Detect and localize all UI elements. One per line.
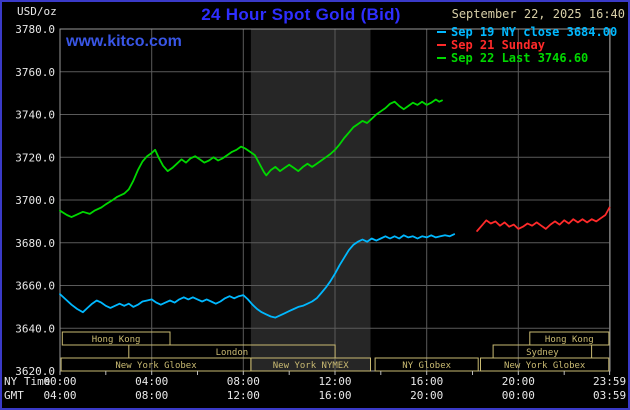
x-axis-tick-label-ny: 23:59 [593, 375, 626, 388]
x-axis-tick-label-gmt: 03:59 [593, 389, 626, 402]
x-axis-tick-label-ny: 16:00 [410, 375, 443, 388]
session-label: Hong Kong [545, 335, 594, 345]
legend-dash-icon [437, 30, 446, 33]
x-axis-tick-label-ny: 20:00 [502, 375, 535, 388]
y-axis-tick-label: 3780.0 [15, 23, 55, 36]
y-axis-unit-label: USD/oz [17, 5, 57, 18]
x-axis-tick-label-ny: 12:00 [318, 375, 351, 388]
session-box [61, 331, 171, 346]
session-label: NY Globex [402, 361, 451, 371]
x-axis-tick-label-ny: 00:00 [43, 375, 76, 388]
session-label: Hong Kong [92, 335, 141, 345]
gmt-axis-label: GMT [4, 389, 24, 402]
x-axis-tick-label-ny: 08:00 [227, 375, 260, 388]
y-axis-tick-label: 3620.0 [15, 365, 55, 378]
legend-dash-icon [437, 43, 446, 46]
legend-item: Sep 22 Last 3746.60 [437, 50, 617, 65]
x-axis-tick-label-ny: 04:00 [135, 375, 168, 388]
legend-dash-icon [437, 56, 446, 59]
y-axis-tick-label: 3700.0 [15, 194, 55, 207]
chart-title: 24 Hour Spot Gold (Bid) [201, 5, 401, 24]
y-axis-tick-label: 3720.0 [15, 151, 55, 164]
series-line-sep22 [59, 98, 443, 219]
series-line-sep21 [476, 206, 611, 232]
session-label: Sydney [526, 348, 559, 358]
legend-label: Sep 19 NY close 3684.00 [451, 24, 618, 39]
legend-label: Sep 22 Last 3746.60 [451, 50, 589, 65]
y-axis-tick-label: 3680.0 [15, 237, 55, 250]
ny-time-axis-label: NY Time [4, 375, 51, 388]
x-axis-tick-label-gmt: 16:00 [318, 389, 351, 402]
x-axis-tick-label-gmt: 04:00 [43, 389, 76, 402]
kitco-link[interactable]: www.kitco.com [66, 33, 182, 50]
series-line-sep19 [59, 233, 456, 319]
x-axis-tick-label-gmt: 12:00 [227, 389, 260, 402]
legend-item: Sep 21 Sunday [437, 37, 617, 52]
y-axis-tick-label: 3740.0 [15, 109, 55, 122]
x-axis-tick-label-gmt: 08:00 [135, 389, 168, 402]
legend-label: Sep 21 Sunday [451, 37, 545, 52]
session-label: New York NYMEX [273, 361, 349, 371]
y-axis-tick-label: 3660.0 [15, 280, 55, 293]
session-label: London [216, 348, 249, 358]
session-box [250, 357, 371, 372]
x-axis-tick-label-gmt: 20:00 [410, 389, 443, 402]
session-label: New York Globex [504, 361, 586, 371]
legend: Sep 19 NY close 3684.00 Sep 21 Sunday Se… [437, 24, 618, 65]
x-axis-tick-label-gmt: 00:00 [502, 389, 535, 402]
y-axis-tick-label: 3760.0 [15, 66, 55, 79]
session-box [480, 357, 610, 372]
legend-item: Sep 19 NY close 3684.00 [437, 24, 618, 39]
y-axis-tick-label: 3640.0 [15, 322, 55, 335]
chart-datetime: September 22, 2025 16:40 [451, 7, 625, 21]
session-label: New York Globex [115, 361, 197, 371]
